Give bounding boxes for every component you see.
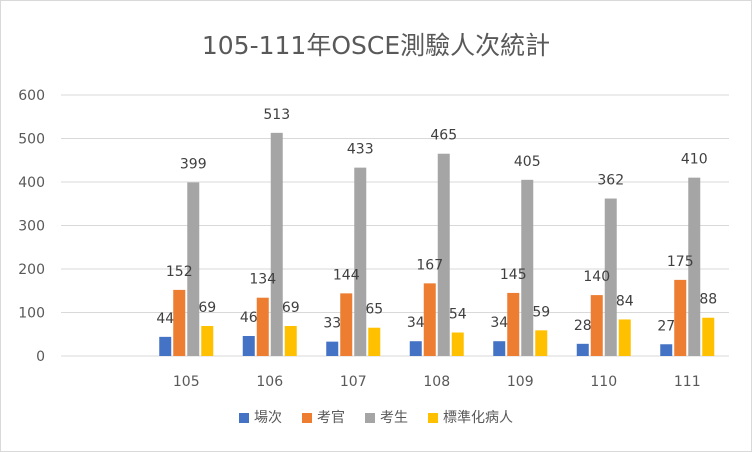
bar-考生-111: [688, 177, 701, 356]
data-label: 27: [657, 318, 675, 334]
data-label: 134: [249, 272, 276, 288]
bar-考生-110: [604, 198, 617, 356]
x-tick-label: 111: [674, 374, 701, 390]
data-label: 69: [282, 300, 300, 316]
bar-場次-111: [660, 344, 673, 356]
bar-標準化病人-111: [702, 317, 715, 356]
data-label: 88: [699, 292, 717, 308]
y-tick-label: 0: [36, 349, 45, 365]
data-label: 44: [156, 311, 174, 327]
data-label: 167: [416, 257, 443, 273]
data-label: 175: [667, 254, 694, 270]
y-axis-ticks: 0 100 200 300 400 500 600: [18, 88, 45, 365]
y-tick-label: 300: [18, 219, 45, 235]
legend-swatch-場次: [239, 413, 249, 423]
data-labels: 44 152 399 69 46 134 513 69 33 144 433 65 34 167 465 54…: [156, 107, 717, 334]
legend-swatch-考生: [365, 413, 375, 423]
data-label: 144: [333, 267, 360, 283]
data-label: 513: [263, 107, 290, 123]
bar-標準化病人-106: [284, 325, 297, 356]
data-label: 65: [365, 302, 383, 318]
bar-場次-110: [576, 343, 589, 356]
data-label: 28: [574, 318, 592, 334]
bar-考生-107: [354, 167, 367, 356]
data-label: 405: [514, 154, 541, 170]
bar-考官-111: [674, 279, 687, 356]
legend: 場次 考官 考生 標準化病人: [239, 410, 513, 426]
bar-場次-105: [159, 336, 172, 356]
bar-場次-109: [493, 341, 506, 356]
y-tick-label: 100: [18, 306, 45, 322]
data-label: 84: [616, 293, 634, 309]
data-label: 59: [532, 304, 550, 320]
data-label: 54: [449, 307, 467, 323]
data-label: 465: [430, 128, 457, 144]
bar-標準化病人-108: [451, 332, 464, 356]
x-tick-label: 107: [340, 374, 367, 390]
bars: [159, 132, 715, 356]
x-tick-label: 109: [507, 374, 534, 390]
bar-考生-105: [187, 182, 200, 356]
legend-swatch-標準化病人: [428, 413, 438, 423]
gridlines: [61, 94, 729, 357]
x-tick-label: 108: [423, 374, 450, 390]
legend-label: 考官: [317, 410, 345, 426]
legend-swatch-考官: [302, 413, 312, 423]
x-tick-label: 105: [173, 374, 200, 390]
bar-考官-109: [507, 292, 520, 356]
bar-考官-106: [256, 297, 269, 356]
bar-考生-108: [437, 153, 450, 356]
legend-label: 標準化病人: [443, 410, 513, 426]
data-label: 145: [500, 267, 527, 283]
y-tick-label: 500: [18, 132, 45, 148]
x-tick-label: 106: [256, 374, 283, 390]
bar-考官-105: [173, 289, 186, 356]
data-label: 362: [597, 173, 624, 189]
data-label: 69: [198, 300, 216, 316]
y-tick-label: 200: [18, 262, 45, 278]
data-label: 152: [166, 264, 193, 280]
bar-標準化病人-110: [618, 319, 631, 356]
data-label: 33: [323, 316, 341, 332]
data-label: 140: [583, 269, 610, 285]
data-label: 410: [681, 152, 708, 168]
data-label: 433: [347, 142, 374, 158]
bar-場次-108: [409, 341, 422, 356]
legend-label: 考生: [380, 410, 408, 426]
data-label: 34: [490, 315, 508, 331]
bar-標準化病人-109: [535, 330, 548, 356]
bar-場次-107: [326, 341, 339, 356]
bar-考官-110: [590, 295, 603, 356]
bar-標準化病人-105: [201, 325, 214, 356]
bar-場次-106: [242, 335, 255, 356]
x-axis-ticks: 105 106 107 108 109 110 111: [173, 374, 701, 390]
chart-title: 105-111年OSCE測驗人次統計: [202, 31, 550, 60]
bar-考生-106: [270, 132, 283, 356]
data-label: 46: [240, 310, 258, 326]
y-tick-label: 400: [18, 175, 45, 191]
data-label: 34: [407, 315, 425, 331]
bar-標準化病人-107: [368, 327, 381, 356]
y-tick-label: 600: [18, 88, 45, 104]
bar-考生-109: [521, 179, 534, 356]
data-label: 399: [180, 156, 207, 172]
x-tick-label: 110: [590, 374, 617, 390]
bar-考官-107: [340, 293, 353, 356]
legend-label: 場次: [254, 410, 282, 426]
bar-考官-108: [423, 283, 436, 356]
